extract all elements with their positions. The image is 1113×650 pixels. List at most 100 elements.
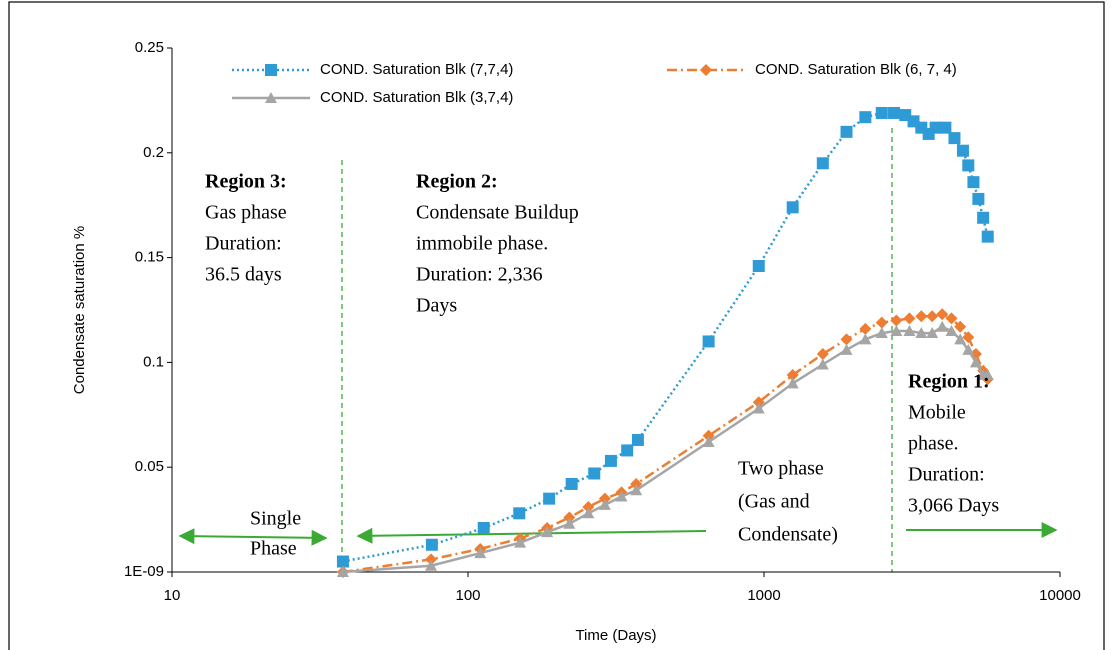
data-point [890, 314, 903, 327]
annotation-text: Phase [250, 538, 297, 560]
data-point [929, 121, 942, 134]
data-point [875, 327, 888, 339]
data-point [948, 132, 961, 145]
annotation-text: Mobile [908, 402, 966, 424]
legend-label: COND. Saturation Blk (3,7,4) [320, 89, 513, 106]
x-axis-title: Time (Days) [575, 627, 656, 644]
data-point [981, 368, 994, 380]
data-point [945, 312, 958, 325]
annotation-text: Days [416, 295, 457, 317]
data-point [816, 348, 829, 361]
data-point [903, 312, 916, 325]
annotation-text: Duration: [205, 233, 282, 255]
data-point [840, 343, 853, 355]
annotation-text: Duration: 2,336 [416, 264, 543, 286]
data-point [859, 333, 872, 345]
data-point [563, 517, 576, 529]
data-point [967, 176, 980, 189]
data-point [969, 356, 982, 368]
data-point [859, 111, 872, 124]
data-point [939, 121, 952, 134]
data-point [816, 157, 829, 170]
annotation-heading: Region 1: [908, 371, 990, 393]
data-point [582, 507, 595, 519]
y-tick-label: 0.25 [135, 39, 164, 56]
annotation-text: 36.5 days [205, 264, 282, 286]
data-point [956, 144, 969, 157]
data-point [875, 106, 888, 119]
annotation-text: Condensate) [738, 524, 838, 546]
x-tick-label: 10 [164, 587, 181, 604]
data-point [702, 436, 715, 448]
data-point [565, 477, 578, 490]
annotation-text: Duration: [908, 464, 985, 486]
data-point [954, 320, 967, 333]
y-axis-title: Condensate saturation % [71, 226, 88, 394]
y-tick-label: 0.15 [135, 249, 164, 266]
data-point [752, 402, 765, 414]
data-point [786, 368, 799, 381]
series-line [342, 312, 989, 574]
chart-border [8, 1, 1105, 650]
data-point [752, 259, 765, 272]
data-point [513, 507, 526, 520]
data-point [631, 433, 644, 446]
data-point [477, 521, 490, 534]
data-point [888, 106, 901, 119]
data-point [945, 324, 958, 336]
data-point [563, 511, 576, 524]
data-point [972, 192, 985, 205]
data-point [541, 526, 554, 538]
data-point [816, 358, 829, 370]
legend-label: COND. Saturation Blk (6, 7, 4) [755, 61, 957, 78]
data-point [598, 498, 611, 510]
data-point [621, 444, 634, 457]
data-point [875, 316, 888, 329]
data-point [543, 492, 556, 505]
annotation-text: 3,066 Days [908, 495, 999, 517]
data-point [336, 555, 349, 568]
data-point [915, 310, 928, 323]
x-tick-label: 100 [455, 587, 480, 604]
y-tick-label: 0.1 [143, 353, 164, 370]
data-point [954, 333, 967, 345]
data-point [915, 327, 928, 339]
y-tick-label: 0.2 [143, 144, 164, 161]
data-point [604, 454, 617, 467]
y-tick-label: 1E-09 [124, 563, 164, 580]
data-point [977, 211, 990, 224]
data-point [630, 484, 643, 496]
data-point [926, 310, 939, 323]
legend-marker [265, 92, 277, 103]
annotation-text: immobile phase. [416, 233, 548, 255]
data-point [786, 377, 799, 389]
legend-marker [700, 64, 712, 76]
data-point [962, 331, 975, 344]
data-point [588, 467, 601, 480]
data-point [786, 201, 799, 214]
phase-arrow [178, 528, 328, 546]
data-point [702, 335, 715, 348]
x-tick-label: 1000 [747, 587, 780, 604]
data-point [903, 324, 916, 336]
data-point [425, 538, 438, 551]
data-point [890, 324, 903, 336]
data-point [840, 125, 853, 138]
annotation-text: Condensate Buildup [416, 202, 579, 224]
data-point [936, 308, 949, 321]
phase-arrow [356, 527, 707, 544]
legend-label: COND. Saturation Blk (7,7,4) [320, 61, 513, 78]
annotation-text: (Gas and [738, 491, 810, 513]
data-point [962, 159, 975, 172]
x-tick-label: 10000 [1039, 587, 1081, 604]
data-point [981, 230, 994, 243]
annotation-heading: Region 3: [205, 171, 287, 193]
data-point [425, 559, 438, 571]
data-point [425, 553, 438, 566]
data-point [615, 490, 628, 502]
data-point [474, 547, 487, 559]
data-point [582, 501, 595, 514]
data-point [598, 492, 611, 505]
data-point [936, 320, 949, 332]
